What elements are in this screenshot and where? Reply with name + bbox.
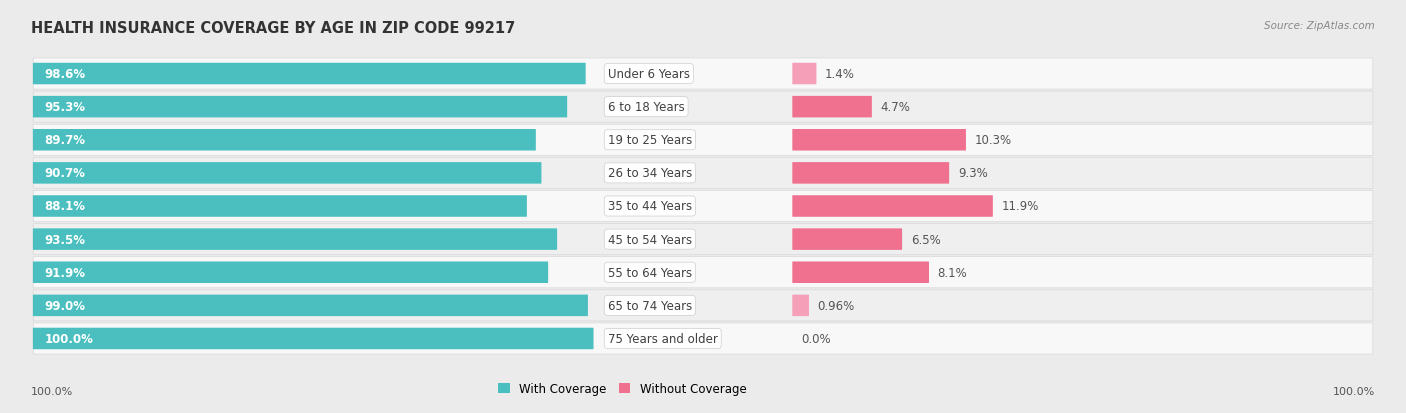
FancyBboxPatch shape <box>793 64 817 85</box>
Text: 55 to 64 Years: 55 to 64 Years <box>607 266 692 279</box>
Text: 6 to 18 Years: 6 to 18 Years <box>607 101 685 114</box>
Text: 8.1%: 8.1% <box>938 266 967 279</box>
Text: 100.0%: 100.0% <box>31 387 73 396</box>
Text: 0.0%: 0.0% <box>801 332 831 345</box>
FancyBboxPatch shape <box>32 130 536 151</box>
Text: 19 to 25 Years: 19 to 25 Years <box>607 134 692 147</box>
FancyBboxPatch shape <box>34 323 1372 354</box>
FancyBboxPatch shape <box>793 229 903 250</box>
Text: 11.9%: 11.9% <box>1001 200 1039 213</box>
Text: 45 to 54 Years: 45 to 54 Years <box>607 233 692 246</box>
Text: 98.6%: 98.6% <box>45 68 86 81</box>
Text: 65 to 74 Years: 65 to 74 Years <box>607 299 692 312</box>
FancyBboxPatch shape <box>34 290 1372 321</box>
FancyBboxPatch shape <box>793 295 808 316</box>
FancyBboxPatch shape <box>32 229 557 250</box>
Text: Source: ZipAtlas.com: Source: ZipAtlas.com <box>1264 21 1375 31</box>
Text: 91.9%: 91.9% <box>45 266 86 279</box>
Text: 99.0%: 99.0% <box>45 299 86 312</box>
FancyBboxPatch shape <box>34 59 1372 90</box>
FancyBboxPatch shape <box>32 295 588 316</box>
FancyBboxPatch shape <box>32 328 593 349</box>
Text: 35 to 44 Years: 35 to 44 Years <box>607 200 692 213</box>
FancyBboxPatch shape <box>34 158 1372 189</box>
Text: 90.7%: 90.7% <box>45 167 86 180</box>
FancyBboxPatch shape <box>793 97 872 118</box>
Text: 93.5%: 93.5% <box>45 233 86 246</box>
FancyBboxPatch shape <box>32 262 548 283</box>
Text: 9.3%: 9.3% <box>957 167 987 180</box>
FancyBboxPatch shape <box>32 97 567 118</box>
FancyBboxPatch shape <box>32 196 527 217</box>
Text: 1.4%: 1.4% <box>825 68 855 81</box>
FancyBboxPatch shape <box>34 191 1372 222</box>
Text: 6.5%: 6.5% <box>911 233 941 246</box>
FancyBboxPatch shape <box>793 262 929 283</box>
FancyBboxPatch shape <box>34 257 1372 288</box>
Text: 26 to 34 Years: 26 to 34 Years <box>607 167 692 180</box>
Text: Under 6 Years: Under 6 Years <box>607 68 690 81</box>
FancyBboxPatch shape <box>34 92 1372 123</box>
Legend: With Coverage, Without Coverage: With Coverage, Without Coverage <box>498 382 747 395</box>
Text: 88.1%: 88.1% <box>45 200 86 213</box>
Text: 0.96%: 0.96% <box>818 299 855 312</box>
Text: 100.0%: 100.0% <box>1333 387 1375 396</box>
FancyBboxPatch shape <box>793 196 993 217</box>
Text: 100.0%: 100.0% <box>45 332 93 345</box>
Text: 75 Years and older: 75 Years and older <box>607 332 717 345</box>
Text: 10.3%: 10.3% <box>974 134 1012 147</box>
Text: HEALTH INSURANCE COVERAGE BY AGE IN ZIP CODE 99217: HEALTH INSURANCE COVERAGE BY AGE IN ZIP … <box>31 21 515 36</box>
FancyBboxPatch shape <box>34 125 1372 156</box>
Text: 89.7%: 89.7% <box>45 134 86 147</box>
FancyBboxPatch shape <box>34 224 1372 255</box>
Text: 4.7%: 4.7% <box>880 101 911 114</box>
FancyBboxPatch shape <box>793 163 949 184</box>
FancyBboxPatch shape <box>32 64 586 85</box>
FancyBboxPatch shape <box>793 130 966 151</box>
Text: 95.3%: 95.3% <box>45 101 86 114</box>
FancyBboxPatch shape <box>32 163 541 184</box>
